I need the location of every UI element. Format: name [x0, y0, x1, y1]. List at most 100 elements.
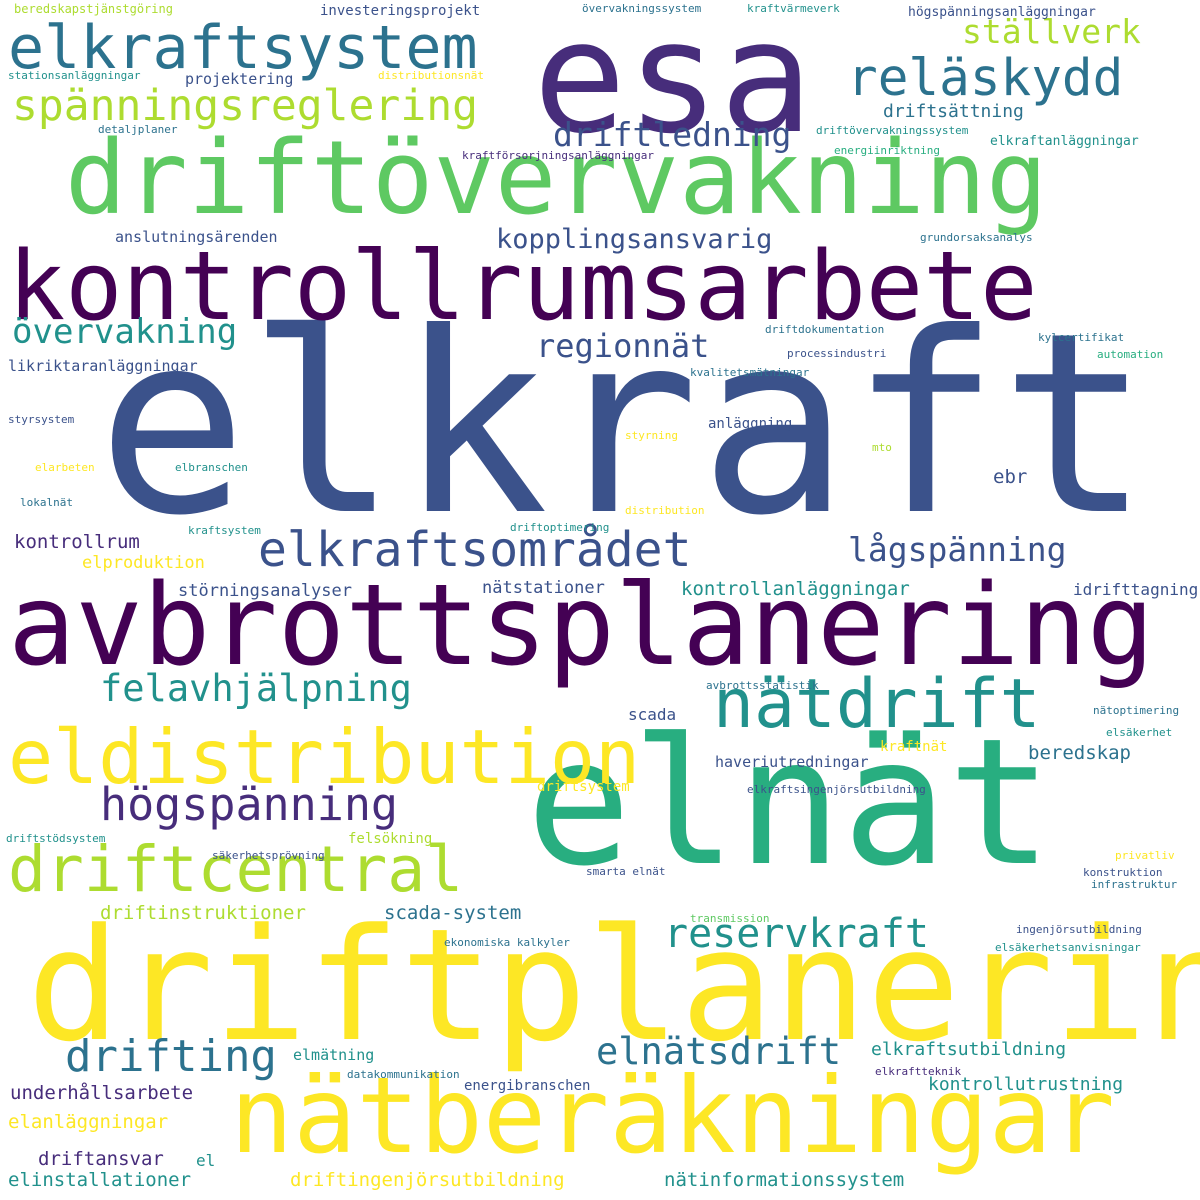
word: infrastruktur [1091, 878, 1178, 891]
word: driftoptimering [510, 521, 610, 534]
word: reläskydd [847, 49, 1124, 108]
word: kraftnät [880, 739, 948, 755]
word: elkraft [97, 279, 1151, 570]
word: driftplanering [27, 895, 1200, 1076]
word: driftinstruktioner [100, 902, 306, 924]
word: smarta elnät [586, 865, 666, 878]
word: kraftsystem [188, 524, 261, 537]
word: felsökning [348, 831, 433, 847]
word: elmätning [293, 1046, 375, 1064]
word: ebr [993, 466, 1028, 488]
word: elnät [526, 702, 1053, 905]
word: elanläggningar [8, 1111, 169, 1133]
word: spänningsreglering [12, 81, 478, 131]
word: haveriutredningar [715, 753, 869, 771]
word: driftövervakningssystem [816, 124, 969, 137]
word: reservkraft [664, 911, 929, 957]
word: lågspänning [848, 530, 1067, 569]
word: underhållsarbete [10, 1082, 194, 1104]
word: ingenjörsutbildning [1016, 923, 1142, 936]
word: transmission [690, 912, 770, 925]
word: nätdrift [713, 665, 1041, 744]
word: elkraftanläggningar [990, 134, 1139, 149]
word: konstruktion [1083, 866, 1163, 879]
word: högspänningsanläggningar [908, 5, 1096, 20]
word: övervakningssystem [582, 2, 702, 15]
word: processindustri [787, 347, 887, 360]
word: kopplingsansvarig [496, 224, 773, 255]
word: driftsättning [883, 101, 1024, 122]
word: detaljplaner [98, 123, 178, 136]
word: styrning [625, 429, 678, 442]
word: elsäkerhet [1106, 726, 1173, 739]
word: felavhjälpning [100, 667, 412, 710]
word: anläggning [708, 416, 793, 432]
word: elinstallationer [8, 1169, 192, 1191]
word: ekonomiska kalkyler [444, 936, 570, 949]
word: kylcertifikat [1038, 331, 1125, 344]
word: nätinformationssystem [664, 1169, 905, 1191]
word: ställverk [962, 12, 1141, 51]
word: nätstationer [482, 578, 605, 598]
word: regionnät [536, 327, 710, 365]
word: investeringsprojekt [320, 3, 481, 19]
word: automation [1097, 348, 1164, 361]
word: idrifttagning [1073, 580, 1199, 599]
word: säkerhetsprövning [212, 849, 325, 862]
word: driftdokumentation [765, 323, 885, 336]
word: stationsanläggningar [8, 69, 141, 82]
word: eldistribution [8, 713, 641, 801]
word: övervakning [12, 312, 238, 352]
word: elnätsdrift [596, 1030, 842, 1073]
word: energiinriktning [834, 144, 940, 157]
word: distributionsnät [378, 69, 484, 82]
word: projektering [185, 70, 294, 88]
word: störningsanalyser [178, 581, 352, 601]
word: nätoptimering [1093, 704, 1180, 717]
word: kontrollrum [14, 531, 140, 553]
word: kraftvärmeverk [747, 2, 840, 15]
word: driftövervakning [65, 119, 1048, 238]
word: lokalnät [20, 496, 73, 509]
word: el [196, 1151, 216, 1170]
word: scada [628, 705, 677, 724]
word: scada-system [384, 902, 522, 924]
word: distribution [625, 504, 705, 517]
word: driftsystem [537, 779, 630, 795]
word: styrsystem [8, 413, 75, 426]
word: elkraftsutbildning [871, 1039, 1067, 1060]
word: privatliv [1115, 849, 1175, 862]
word: beredskap [1028, 742, 1131, 764]
word: kontrollrumsarbete [8, 232, 1038, 342]
word: kvalitetsmätningar [690, 366, 810, 379]
word: grundorsaksanalys [920, 231, 1033, 244]
word: driftcentral [8, 833, 464, 906]
word: driftansvar [38, 1148, 164, 1170]
word: elproduktion [82, 553, 205, 573]
word: elkraftsystem [8, 13, 478, 83]
word: kontrollanläggningar [681, 578, 910, 600]
word: beredskapstjänstgöring [14, 2, 173, 16]
word: nätberäkningar [230, 1055, 1116, 1177]
word: avbrottsstatistik [706, 679, 819, 692]
word: esa [533, 0, 813, 168]
word: drifting [65, 1031, 277, 1082]
word: energibranschen [464, 1078, 591, 1094]
word: högspänning [100, 778, 399, 831]
word: likriktaranläggningar [8, 357, 198, 375]
word: driftingenjörsutbildning [290, 1169, 565, 1191]
word: elkraftsområdet [258, 522, 692, 578]
word: kraftförsorjningsanläggningar [462, 149, 655, 162]
word: mto [872, 441, 892, 454]
word: avbrottsplanering [8, 561, 1155, 691]
word: elkraftteknik [875, 1065, 962, 1078]
word: elkraftsingenjörsutbildning [747, 783, 926, 796]
word: datakommunikation [347, 1068, 460, 1081]
word: anslutningsärenden [115, 228, 278, 246]
word: driftstödsystem [6, 832, 106, 845]
word: driftledning [553, 115, 792, 154]
word: kontrollutrustning [928, 1074, 1124, 1095]
word: elbranschen [175, 461, 248, 474]
word: elarbeten [35, 461, 95, 474]
